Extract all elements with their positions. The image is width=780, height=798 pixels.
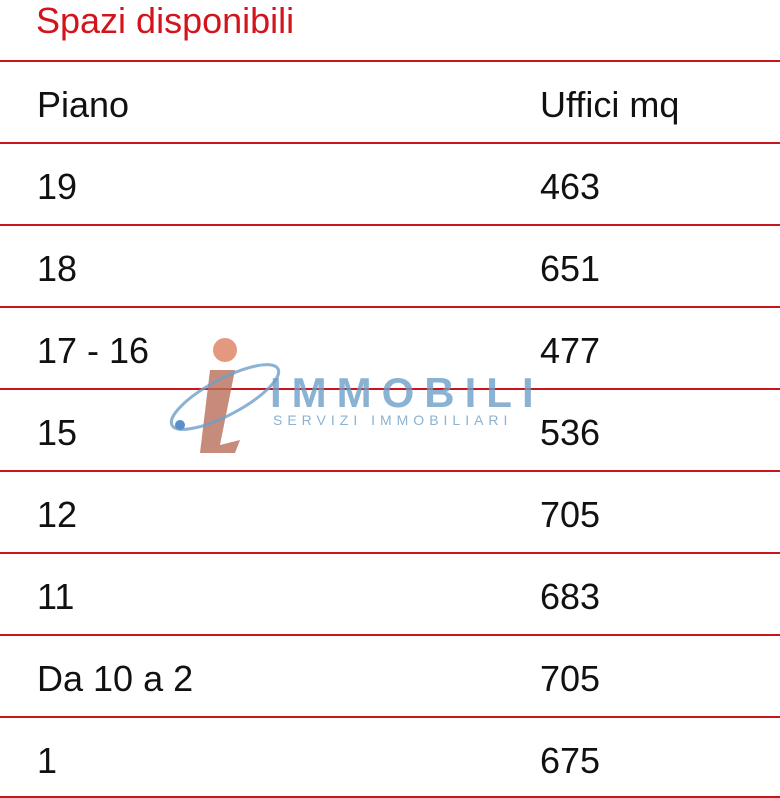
page-title: Spazi disponibili (36, 0, 295, 41)
table-cell: 1 (37, 740, 58, 781)
table-cell: 675 (540, 740, 601, 781)
row-divider (0, 796, 780, 798)
table-cell: 536 (540, 412, 601, 453)
table-cell: 15 (37, 412, 78, 453)
table-cell: 18 (37, 248, 78, 289)
row-divider (0, 552, 780, 554)
row-divider (0, 470, 780, 472)
table-cell: 19 (37, 166, 78, 207)
table-cell: 477 (540, 330, 601, 371)
table-row: 17 - 16 477 (0, 308, 780, 388)
table-cell: 705 (540, 494, 601, 535)
row-divider (0, 634, 780, 636)
row-divider (0, 388, 780, 390)
table-cell: 683 (540, 576, 601, 617)
row-divider (0, 60, 780, 62)
row-divider (0, 716, 780, 718)
table-row: 18 651 (0, 226, 780, 306)
table-row: 11 683 (0, 554, 780, 634)
table-cell: 11 (37, 576, 75, 617)
table-cell: Da 10 a 2 (37, 658, 194, 699)
row-divider (0, 142, 780, 144)
table-cell: 651 (540, 248, 601, 289)
table-row: 12 705 (0, 472, 780, 552)
table-row: 15 536 (0, 390, 780, 470)
table-row: 19 463 (0, 144, 780, 224)
column-header: Piano (37, 84, 130, 125)
table-cell: 463 (540, 166, 601, 207)
column-header: Uffici mq (540, 84, 680, 125)
table-row: 1 675 (0, 718, 780, 798)
table-cell: 17 - 16 (37, 330, 150, 371)
table-cell: 12 (37, 494, 78, 535)
table-header: Piano Uffici mq (0, 62, 780, 142)
table-row: Da 10 a 2 705 (0, 636, 780, 716)
table-cell: 705 (540, 658, 601, 699)
row-divider (0, 306, 780, 308)
row-divider (0, 224, 780, 226)
